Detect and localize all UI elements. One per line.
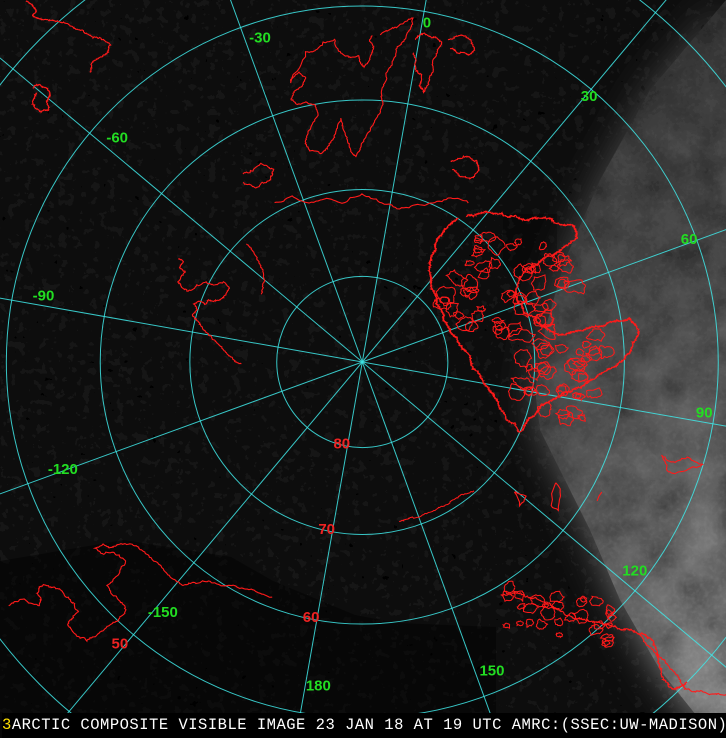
- svg-text:-90: -90: [33, 288, 55, 305]
- svg-text:60: 60: [681, 231, 698, 248]
- svg-text:0: 0: [423, 14, 431, 31]
- svg-text:150: 150: [479, 662, 504, 679]
- svg-text:-60: -60: [106, 130, 128, 147]
- svg-text:70: 70: [318, 521, 335, 538]
- svg-text:90: 90: [696, 404, 713, 421]
- svg-text:80: 80: [333, 435, 350, 452]
- svg-text:120: 120: [622, 562, 647, 579]
- svg-text:-120: -120: [48, 461, 78, 478]
- svg-text:30: 30: [581, 88, 598, 105]
- svg-text:-30: -30: [249, 30, 271, 47]
- svg-text:50: 50: [111, 636, 128, 653]
- svg-text:180: 180: [306, 678, 331, 695]
- svg-text:-150: -150: [148, 604, 178, 621]
- svg-text:60: 60: [303, 609, 320, 626]
